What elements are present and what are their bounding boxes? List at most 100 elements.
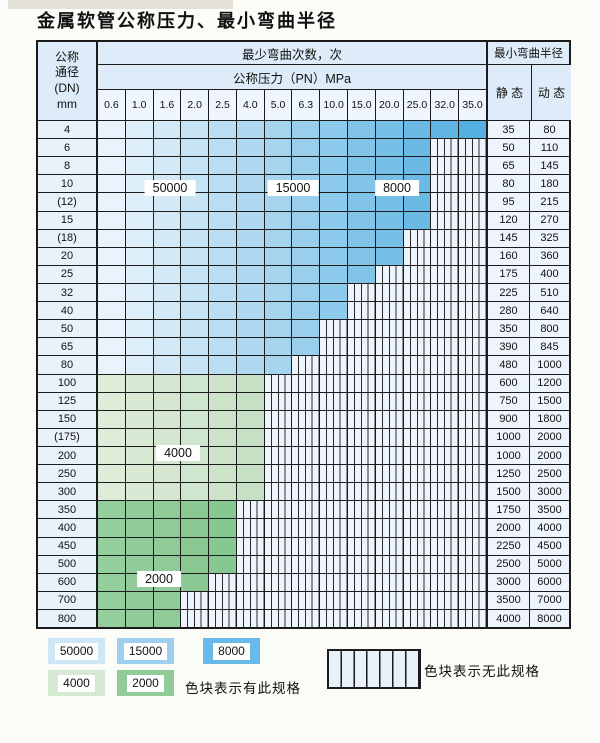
pressure-cell — [98, 229, 125, 247]
radius-header: 最小弯曲半径 — [488, 42, 569, 65]
pressure-cell — [180, 573, 209, 591]
pressure-cell — [430, 283, 459, 302]
pressure-cell — [402, 157, 431, 175]
pressure-cell — [180, 193, 209, 211]
pressure-cell — [263, 609, 292, 628]
pressure-cell — [124, 139, 153, 157]
table-row: (18) 145 325 — [38, 228, 569, 247]
static-radius-cell: 65 — [486, 157, 529, 175]
pressure-cell — [98, 519, 125, 537]
pressure-cell — [152, 356, 181, 374]
pressure-cell — [152, 392, 181, 410]
pressure-cell — [208, 519, 236, 537]
table-row: 500 2500 5000 — [38, 554, 569, 573]
pressure-cell — [124, 428, 153, 446]
pressure-cell — [458, 428, 486, 446]
pressure-cell — [402, 537, 431, 555]
pressure-cell — [235, 410, 264, 428]
pressure-cell — [458, 609, 486, 628]
pressure-cell — [152, 501, 181, 519]
static-radius-cell: 1500 — [486, 483, 529, 501]
dynamic-radius-cell: 4500 — [529, 537, 569, 555]
pressure-cell — [374, 320, 403, 338]
pressure-cell — [402, 501, 431, 519]
pressure-cell — [235, 247, 264, 265]
pressure-cell — [235, 265, 264, 283]
pressure-cell — [152, 265, 181, 283]
pressure-cell — [208, 555, 236, 573]
pressure-cell — [347, 519, 375, 537]
pressure-cell — [374, 229, 403, 247]
dn-header-line4: mm — [57, 96, 77, 111]
pressure-cell — [319, 356, 348, 374]
pressure-cell — [319, 501, 348, 519]
static-radius-cell: 1250 — [486, 465, 529, 483]
pressure-cell — [347, 501, 375, 519]
pressure-col-header: 4.0 — [235, 90, 264, 120]
pressure-col-header: 32.0 — [430, 90, 459, 120]
static-radius-cell: 1000 — [486, 446, 529, 465]
table-row: 65 390 845 — [38, 337, 569, 356]
pressure-cell — [319, 121, 348, 139]
pressure-cell — [98, 211, 125, 229]
pressure-cell — [319, 320, 348, 338]
pressure-cell — [402, 410, 431, 428]
pressure-cell — [263, 139, 292, 157]
pressure-cell — [374, 283, 403, 302]
pressure-col-header: 35.0 — [458, 90, 486, 120]
pressure-cell — [458, 265, 486, 283]
pressure-cell — [263, 193, 292, 211]
bend-count-section: 最少弯曲次数，次 公称压力（PN）MPa 0.6 1.0 1.6 2.0 2.5 4.0 5… — [98, 42, 486, 120]
spec-table: 公称 通径 (DN) mm 最少弯曲次数，次 公称压力（PN）MPa 0.6 1.… — [36, 40, 571, 629]
dynamic-radius-cell: 510 — [529, 283, 569, 302]
legend-swatch-label: 8000 — [213, 642, 250, 660]
pressure-cell — [98, 410, 125, 428]
pressure-cell — [98, 338, 125, 356]
pressure-cell — [402, 320, 431, 338]
pressure-cell — [402, 573, 431, 591]
pressure-cell — [347, 356, 375, 374]
pressure-cell — [458, 392, 486, 410]
table-row: 6 50 110 — [38, 138, 569, 157]
table-row: 40 280 640 — [38, 301, 569, 320]
pressure-cell — [402, 374, 431, 392]
pressure-cell — [430, 537, 459, 555]
pressure-cell — [180, 591, 209, 609]
dynamic-radius-cell: 800 — [529, 320, 569, 338]
pressure-cell — [208, 428, 236, 446]
pressure-cell — [208, 483, 236, 501]
pressure-cell — [98, 392, 125, 410]
legend-swatch-label: 15000 — [123, 642, 168, 660]
pressure-cell — [430, 501, 459, 519]
pressure-cell — [458, 356, 486, 374]
dn-cell: 400 — [38, 519, 98, 537]
pressure-cell — [124, 537, 153, 555]
static-radius-cell: 750 — [486, 392, 529, 410]
pressure-cells — [98, 465, 486, 483]
pressure-cell — [235, 446, 264, 465]
pressure-cell — [319, 302, 348, 320]
page-title: 金属软管公称压力、最小弯曲半径 — [37, 11, 337, 32]
pressure-cell — [124, 410, 153, 428]
static-radius-cell: 50 — [486, 139, 529, 157]
pressure-col-header: 1.0 — [124, 90, 153, 120]
pressure-cell — [347, 537, 375, 555]
pressure-cell — [319, 573, 348, 591]
pressure-cells — [98, 519, 486, 537]
pressure-cells — [98, 374, 486, 392]
static-radius-cell: 175 — [486, 265, 529, 283]
pressure-cell — [180, 356, 209, 374]
pressure-cell — [291, 519, 320, 537]
pressure-cell — [180, 555, 209, 573]
pressure-col-header: 25.0 — [402, 90, 431, 120]
pressure-cell — [98, 283, 125, 302]
pressure-cell — [430, 483, 459, 501]
pressure-cell — [263, 374, 292, 392]
pressure-cell — [374, 428, 403, 446]
pressure-cell — [235, 157, 264, 175]
dn-cell: (175) — [38, 428, 98, 446]
pressure-cell — [235, 555, 264, 573]
pressure-cell — [430, 573, 459, 591]
pressure-cell — [180, 609, 209, 628]
dn-cell: 350 — [38, 501, 98, 519]
